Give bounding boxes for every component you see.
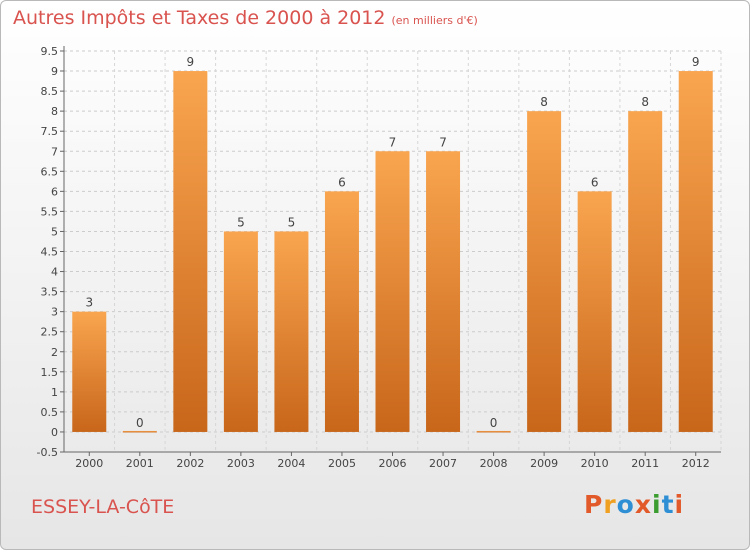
- x-tick-label: 2005: [328, 457, 356, 470]
- x-tick-label: 2006: [379, 457, 407, 470]
- y-tick-label: 4: [51, 266, 58, 279]
- commune-name: ESSEY-LA-CôTE: [31, 496, 175, 518]
- bars: [72, 71, 713, 433]
- y-tick-label: 1: [51, 386, 58, 399]
- y-tick-label: 3.5: [41, 286, 59, 299]
- bar: [72, 311, 107, 432]
- data-label: 0: [136, 416, 144, 430]
- chart-title: Autres Impôts et Taxes de 2000 à 2012 (en…: [13, 7, 478, 29]
- y-tick-label: -0.5: [37, 446, 58, 459]
- data-label: 5: [237, 215, 245, 229]
- data-label: 9: [692, 55, 700, 69]
- y-tick-labels: -0.5 0 0.5 1 1.5 2 2.5 3 3.5 4 4.5 5 5.5 6 6.5 7 7.5 8 8.5…: [37, 45, 58, 459]
- x-tick-label: 2002: [176, 457, 204, 470]
- y-tick-label: 0: [51, 426, 58, 439]
- bar: [577, 191, 612, 432]
- y-tick-label: 5: [51, 225, 58, 238]
- bar: [476, 430, 511, 433]
- title-text: Autres Impôts et Taxes de 2000 à 2012: [13, 7, 386, 29]
- x-tick-labels: 2000 2001 2002 2003 2004 2005 2006 2007 2008 2009…: [75, 457, 709, 470]
- x-tick-label: 2011: [631, 457, 659, 470]
- y-tick-label: 3: [51, 306, 58, 319]
- bar: [628, 111, 663, 432]
- data-label: 6: [591, 175, 599, 189]
- logo-letter: i: [674, 490, 685, 519]
- bar: [122, 430, 157, 433]
- logo-letter: o: [616, 490, 635, 519]
- y-tick-label: 4.5: [41, 246, 59, 259]
- x-tick-label: 2004: [277, 457, 305, 470]
- y-tick-label: 2: [51, 346, 58, 359]
- y-tick-label: 9.5: [41, 45, 59, 58]
- data-label: 3: [85, 296, 93, 310]
- y-tick-label: 6.5: [41, 165, 59, 178]
- bar: [426, 151, 461, 432]
- y-tick-label: 1.5: [41, 366, 59, 379]
- logo-letter: x: [634, 490, 652, 519]
- bar: [324, 191, 359, 432]
- data-label: 9: [187, 55, 195, 69]
- data-label: 0: [490, 416, 498, 430]
- logo-letter: i: [652, 490, 662, 519]
- logo-letter: P: [584, 490, 604, 519]
- y-tick-label: 7.5: [41, 125, 59, 138]
- y-tick-label: 0.5: [41, 406, 59, 419]
- logo-letter: t: [661, 490, 675, 519]
- y-tick-label: 8: [51, 105, 58, 118]
- y-tick-label: 5.5: [41, 205, 59, 218]
- bar: [173, 71, 208, 432]
- title-unit: (en milliers d'€): [391, 14, 478, 27]
- bar: [274, 231, 309, 432]
- y-tick-label: 8.5: [41, 85, 59, 98]
- y-tick-label: 7: [51, 145, 58, 158]
- bar: [527, 111, 562, 432]
- data-label: 7: [389, 135, 397, 149]
- data-label: 5: [288, 215, 296, 229]
- data-label: 8: [641, 95, 649, 109]
- data-label: 8: [540, 95, 548, 109]
- y-tick-label: 6: [51, 185, 58, 198]
- bar: [375, 151, 410, 432]
- bar: [678, 71, 713, 432]
- x-tick-label: 2009: [530, 457, 558, 470]
- data-label: 6: [338, 175, 346, 189]
- axes: [60, 46, 721, 456]
- x-tick-label: 2001: [126, 457, 154, 470]
- bar: [223, 231, 258, 432]
- y-tick-label: 9: [51, 65, 58, 78]
- x-tick-label: 2000: [75, 457, 103, 470]
- y-tick-label: 2.5: [41, 326, 59, 339]
- x-tick-label: 2007: [429, 457, 457, 470]
- logo-letter: r: [603, 490, 617, 519]
- data-label: 7: [439, 135, 447, 149]
- x-tick-label: 2003: [227, 457, 255, 470]
- x-tick-label: 2012: [682, 457, 710, 470]
- x-tick-label: 2010: [581, 457, 609, 470]
- data-labels: 3 0 9 5 5 6 7 7 0 8 6 8 9: [85, 55, 699, 430]
- x-tick-label: 2008: [480, 457, 508, 470]
- proxiti-logo[interactable]: Proxiti: [584, 490, 684, 519]
